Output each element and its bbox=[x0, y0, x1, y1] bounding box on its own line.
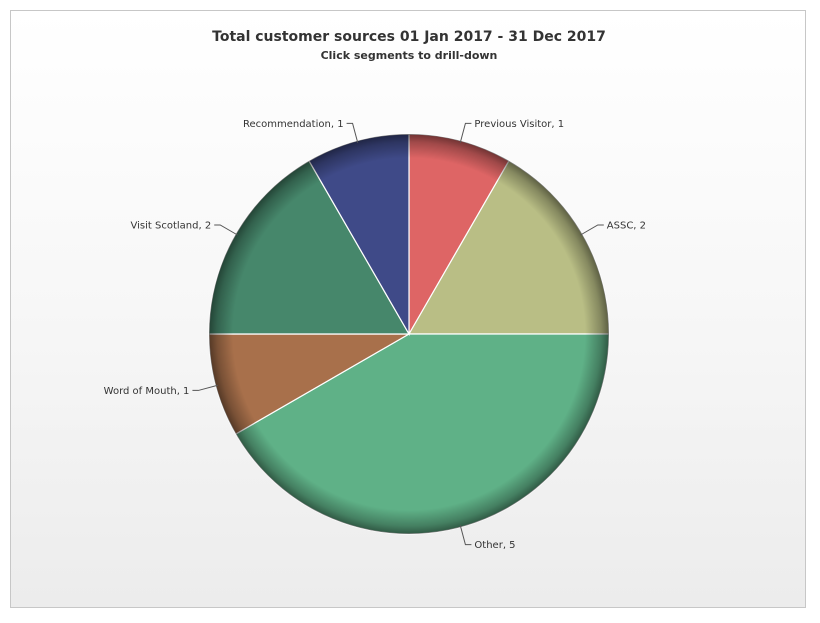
slice-label-previous-visitor: Previous Visitor, 1 bbox=[474, 119, 564, 130]
chart-subtitle: Click segments to drill-down bbox=[320, 49, 498, 62]
label-connector-word-of-mouth bbox=[192, 384, 218, 391]
slice-label-word-of-mouth: Word of Mouth, 1 bbox=[104, 386, 190, 397]
slice-label-visit-scotland: Visit Scotland, 2 bbox=[131, 221, 212, 232]
label-connector-assc bbox=[580, 224, 604, 236]
slice-label-other: Other, 5 bbox=[474, 540, 515, 551]
slice-label-recommendation: Recommendation, 1 bbox=[243, 119, 344, 130]
chart-container: Total customer sources 01 Jan 2017 - 31 … bbox=[10, 10, 806, 608]
label-connector-other bbox=[459, 525, 472, 546]
slice-label-assc: ASSC, 2 bbox=[607, 221, 646, 232]
label-connector-recommendation bbox=[346, 122, 359, 143]
label-connector-visit-scotland bbox=[214, 224, 238, 236]
pie-chart: Previous Visitor, 1 ASSC, 2 Other, 5 Word o… bbox=[104, 119, 646, 551]
label-connector-previous-visitor bbox=[459, 122, 472, 143]
chart-title: Total customer sources 01 Jan 2017 - 31 … bbox=[212, 29, 606, 45]
